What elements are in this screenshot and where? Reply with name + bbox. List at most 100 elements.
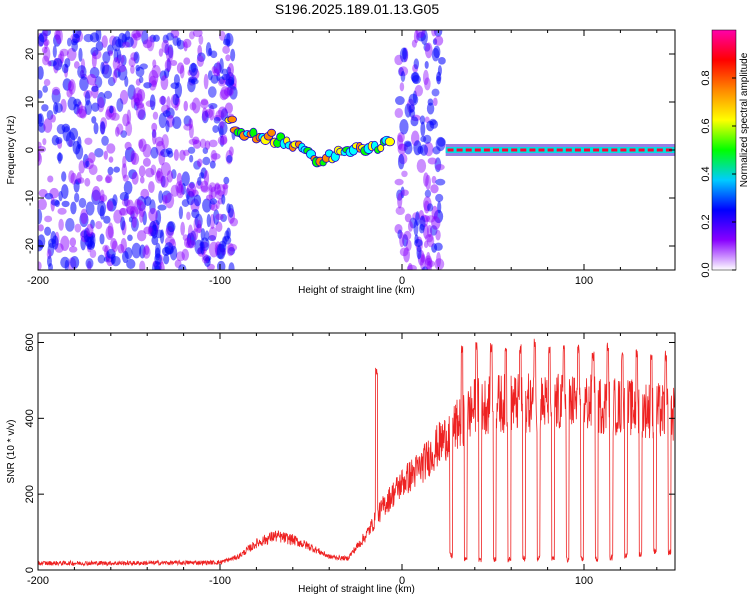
spectrogram-cell xyxy=(133,198,142,215)
spectrogram-cell xyxy=(101,135,109,146)
spectrogram-cell xyxy=(416,245,422,260)
spectrogram-cell xyxy=(225,54,231,62)
spectrogram-cell xyxy=(223,183,228,196)
spectrogram-cell xyxy=(397,153,405,170)
spectrogram-cell xyxy=(425,174,431,190)
spectrogram-cell xyxy=(223,176,230,185)
spectrogram-cell xyxy=(399,247,409,257)
spectrogram-cell xyxy=(38,198,47,210)
spectrogram-cell xyxy=(189,102,197,111)
spectrogram-cell xyxy=(105,174,113,184)
spectrogram-cell xyxy=(43,78,51,87)
tone-peak xyxy=(456,148,463,152)
spectrogram-cell xyxy=(87,240,95,250)
spectrogram-cell xyxy=(91,85,99,92)
spectrogram-cell xyxy=(406,264,417,270)
spectrogram-cell xyxy=(61,123,71,133)
spectrogram-cell xyxy=(188,138,198,145)
spectrogram-cell xyxy=(166,96,171,112)
spectrogram-cell xyxy=(136,230,147,242)
spectrogram-cell xyxy=(425,215,436,223)
spectrogram-cell xyxy=(178,180,183,196)
spectrogram-cell xyxy=(101,35,108,48)
spectrogram-cell xyxy=(133,93,140,105)
spectrogram-cell xyxy=(72,140,81,155)
spectrogram-cell xyxy=(38,34,45,47)
spectrogram-cell xyxy=(150,164,157,176)
spectrogram-cell xyxy=(119,207,126,216)
spectrogram-cell xyxy=(436,75,441,82)
spectrogram-cell xyxy=(414,85,424,97)
spectrogram-cell xyxy=(187,224,193,240)
spectrogram-cell xyxy=(47,175,54,183)
spectrogram-cell xyxy=(129,206,139,219)
spectrogram-cell xyxy=(130,217,139,232)
snr-axes: -200 -100 0 100 0 200 400 600 xyxy=(24,332,676,587)
spectrogram-cell xyxy=(113,166,120,173)
spectrogram-cell xyxy=(126,109,132,125)
spectrogram-cell xyxy=(61,171,67,182)
spectrogram-cell xyxy=(218,106,228,118)
spectrogram-cell xyxy=(74,178,82,185)
spectrogram-cell xyxy=(99,233,105,245)
spectrogram-cell xyxy=(42,55,50,66)
spectrogram-cell xyxy=(221,74,231,81)
spectrogram-cell xyxy=(116,98,124,112)
spectrogram-cell xyxy=(138,138,147,153)
spectrogram-cell xyxy=(188,123,194,139)
spectrogram-cell xyxy=(413,58,420,70)
spectrogram-cell xyxy=(51,88,61,104)
spectrogram-cell xyxy=(227,246,236,256)
spectrogram-cell xyxy=(50,199,60,206)
spectrogram-cell xyxy=(117,64,128,81)
spectrogram-cell xyxy=(397,229,403,240)
spectrogram-cell xyxy=(404,213,412,223)
spectrogram-cell xyxy=(204,230,210,242)
spectrogram-cell xyxy=(222,183,229,190)
spectrogram-cell xyxy=(179,149,186,161)
spectrogram-cell xyxy=(136,103,146,120)
spectrogram-cell xyxy=(197,219,202,233)
spectrogram-cell xyxy=(220,134,228,145)
spectrogram-cell xyxy=(407,220,413,232)
spectrogram-cell xyxy=(78,197,87,209)
spectrogram-cell xyxy=(135,101,145,109)
spectrogram-cell xyxy=(38,224,44,232)
spectrogram-y-axis-label: Frequency (Hz) xyxy=(6,116,17,185)
tone-peak xyxy=(593,148,600,152)
spectrogram-cell xyxy=(227,63,234,77)
spectrogram-cell xyxy=(156,170,161,179)
spectrogram-cell xyxy=(126,199,135,215)
spectrogram-cell xyxy=(143,226,153,235)
spectrogram-cell xyxy=(38,141,42,149)
spectrogram-cell xyxy=(429,119,439,129)
spectrogram-cell xyxy=(72,33,81,44)
spectrogram-cell xyxy=(161,190,172,204)
x-tick-label: 100 xyxy=(575,575,593,587)
y-tick-label: 0 xyxy=(24,147,36,153)
spectrogram-cell xyxy=(152,111,159,120)
spectrogram-cell xyxy=(415,30,426,39)
spectrogram-cell xyxy=(97,200,107,217)
spectrogram-cell xyxy=(216,260,226,270)
spectrogram-cell xyxy=(58,190,63,202)
spectrogram-cell xyxy=(199,172,205,179)
spectrogram-cell xyxy=(189,154,194,163)
spectrogram-cell xyxy=(403,247,410,263)
spectrogram-cell xyxy=(221,68,228,76)
spectrogram-cell xyxy=(170,60,178,67)
spectrogram-cell xyxy=(158,190,163,204)
spectrogram-cell xyxy=(187,146,196,154)
spectrogram-cell xyxy=(164,59,172,72)
spectrogram-cell xyxy=(142,210,147,226)
spectrogram-cell xyxy=(142,157,151,167)
spectrogram-cell xyxy=(417,145,424,155)
spectrogram-cell xyxy=(74,192,80,203)
spectrogram-cell xyxy=(423,172,429,187)
spectrogram-cell xyxy=(431,88,440,97)
spectrogram-cell xyxy=(103,150,108,160)
tone-peak xyxy=(511,148,518,152)
spectrogram-cell xyxy=(90,219,95,229)
spectrogram-cell xyxy=(405,239,412,252)
tone-peak xyxy=(647,148,654,152)
